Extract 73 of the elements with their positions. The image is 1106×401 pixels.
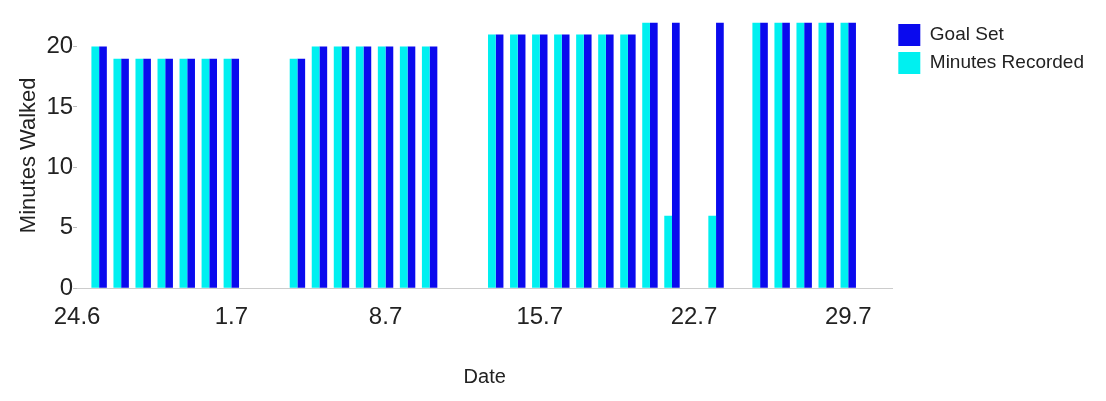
bar — [561, 34, 570, 288]
y-tick-label: 15 — [46, 91, 74, 119]
bar — [649, 22, 658, 288]
bar — [319, 46, 328, 288]
bar — [532, 34, 540, 288]
bar — [297, 58, 306, 288]
legend-label: Goal Set — [929, 23, 1005, 45]
y-tick-label: 10 — [46, 152, 74, 180]
bar — [752, 22, 761, 288]
y-tick-label: 20 — [46, 31, 74, 59]
bar — [782, 22, 790, 288]
bar — [135, 58, 144, 288]
bar — [377, 46, 386, 288]
bar — [488, 34, 496, 288]
y-tick-label: 0 — [59, 272, 74, 300]
bar — [671, 22, 680, 288]
bar — [554, 34, 562, 288]
bar — [576, 34, 584, 288]
bar — [165, 58, 173, 288]
x-tick-label: 8.7 — [368, 302, 403, 330]
bar — [848, 22, 856, 288]
bar — [716, 22, 724, 288]
bar — [583, 34, 592, 288]
bar — [407, 46, 416, 288]
bar — [760, 22, 768, 288]
bar — [355, 46, 364, 288]
bar — [620, 34, 628, 288]
bar — [289, 58, 298, 288]
bar — [539, 34, 548, 288]
bar — [157, 58, 166, 288]
x-tick-label: 29.7 — [824, 302, 872, 330]
bar — [421, 46, 430, 288]
bar — [627, 34, 636, 288]
bar — [223, 58, 232, 288]
bar — [143, 58, 151, 288]
bar — [598, 34, 606, 288]
y-tick-label: 5 — [59, 212, 74, 240]
bar — [826, 22, 834, 288]
bar — [708, 215, 717, 288]
bar — [231, 58, 240, 288]
bar — [179, 58, 188, 288]
x-tick-label: 24.6 — [53, 302, 101, 330]
legend-label: Minutes Recorded — [929, 51, 1085, 73]
bar — [201, 58, 210, 288]
bar — [429, 46, 438, 288]
x-tick-label: 22.7 — [670, 302, 718, 330]
bar — [818, 22, 827, 288]
bar — [399, 46, 408, 288]
bar — [517, 34, 526, 288]
bar — [209, 58, 217, 288]
bar — [510, 34, 518, 288]
bar — [385, 46, 394, 288]
bar — [99, 46, 107, 288]
y-axis-title: Minutes Walked — [15, 77, 41, 234]
bar — [804, 22, 812, 288]
bar — [605, 34, 614, 288]
bar — [113, 58, 122, 288]
bar — [840, 22, 849, 288]
bar — [121, 58, 129, 288]
bar — [311, 46, 320, 288]
bar — [341, 46, 350, 288]
x-axis-title: Date — [463, 364, 506, 387]
bar — [642, 22, 650, 288]
bar — [664, 215, 672, 288]
bar — [187, 58, 195, 288]
bar — [796, 22, 805, 288]
bar — [91, 46, 100, 288]
bar — [774, 22, 783, 288]
bar — [495, 34, 504, 288]
x-tick-label: 15.7 — [516, 302, 564, 330]
bar — [333, 46, 342, 288]
x-tick-label: 1.7 — [214, 302, 249, 330]
bar — [363, 46, 372, 288]
